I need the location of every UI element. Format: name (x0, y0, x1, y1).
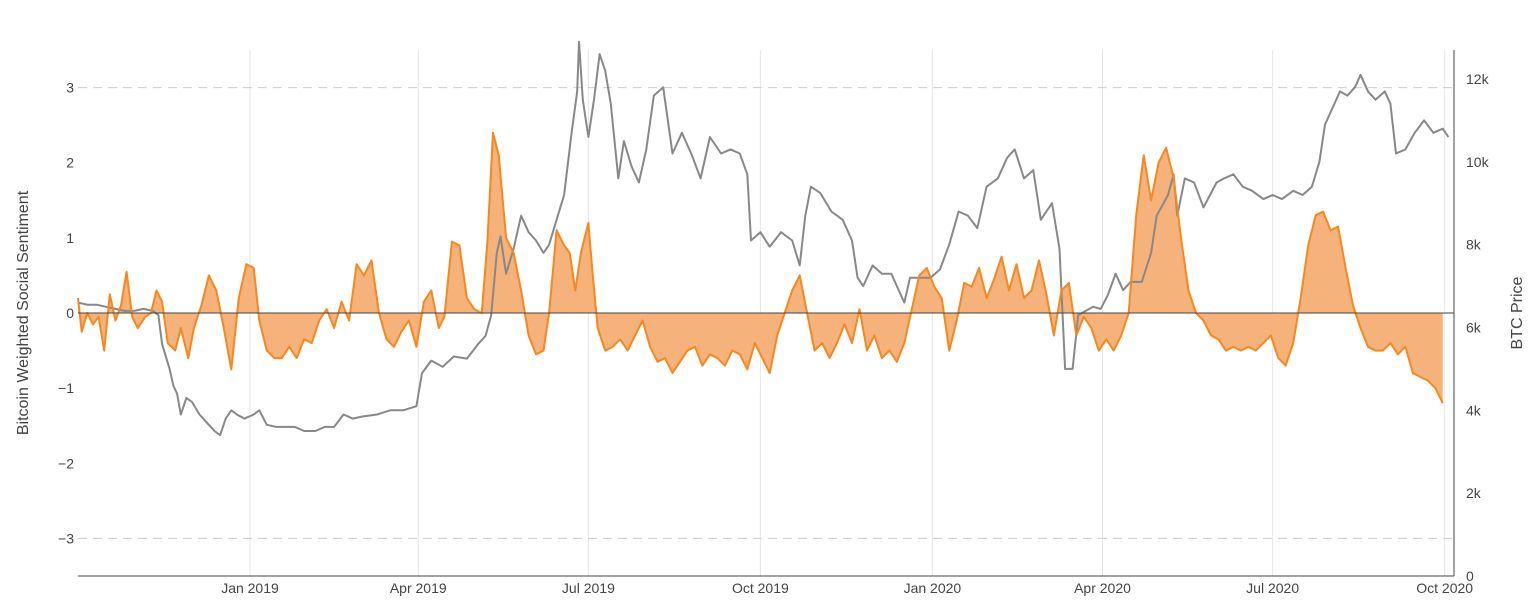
series-lines (77, 40, 1450, 437)
y-left-tick-label: −2 (58, 455, 74, 471)
x-tick-label: Jan 2020 (904, 580, 962, 596)
sentiment-fill (78, 132, 1443, 404)
y-left-tick-label: 1 (66, 230, 74, 246)
sentiment-line (77, 131, 1444, 404)
y-right-tick-label: 4k (1466, 402, 1482, 418)
y-right-tick-label: 10k (1466, 154, 1490, 170)
y-left-tick-label: 0 (66, 305, 74, 321)
x-tick-label: Oct 2019 (732, 580, 789, 596)
tick-labels: Jan 2019 Apr 2019 Jul 2019 Oct 2019 Jan 2020… (58, 71, 1490, 596)
btc-price-line (77, 40, 1450, 437)
y-left-axis-title: Bitcoin Weighted Social Sentiment (15, 190, 32, 435)
y-right-tick-label: 2k (1466, 485, 1482, 501)
y-left-tick-label: 3 (66, 80, 74, 96)
y-right-tick-label: 12k (1466, 71, 1490, 87)
x-tick-label: Jul 2019 (562, 580, 615, 596)
axes (78, 50, 1455, 577)
x-tick-label: Apr 2020 (1074, 580, 1131, 596)
sentiment-area (78, 132, 1443, 404)
y-left-tick-label: −1 (58, 380, 74, 396)
x-tick-label: Oct 2020 (1416, 580, 1473, 596)
y-left-tick-label: −3 (58, 530, 74, 546)
x-tick-label: Jan 2019 (221, 580, 279, 596)
y-right-tick-label: 0 (1466, 568, 1474, 584)
x-tick-label: Jul 2020 (1246, 580, 1299, 596)
x-tick-label: Apr 2019 (390, 580, 447, 596)
y-right-tick-label: 8k (1466, 237, 1482, 253)
y-left-tick-label: 2 (66, 155, 74, 171)
y-right-tick-label: 6k (1466, 319, 1482, 335)
y-right-axis-title: BTC Price (1509, 276, 1526, 349)
